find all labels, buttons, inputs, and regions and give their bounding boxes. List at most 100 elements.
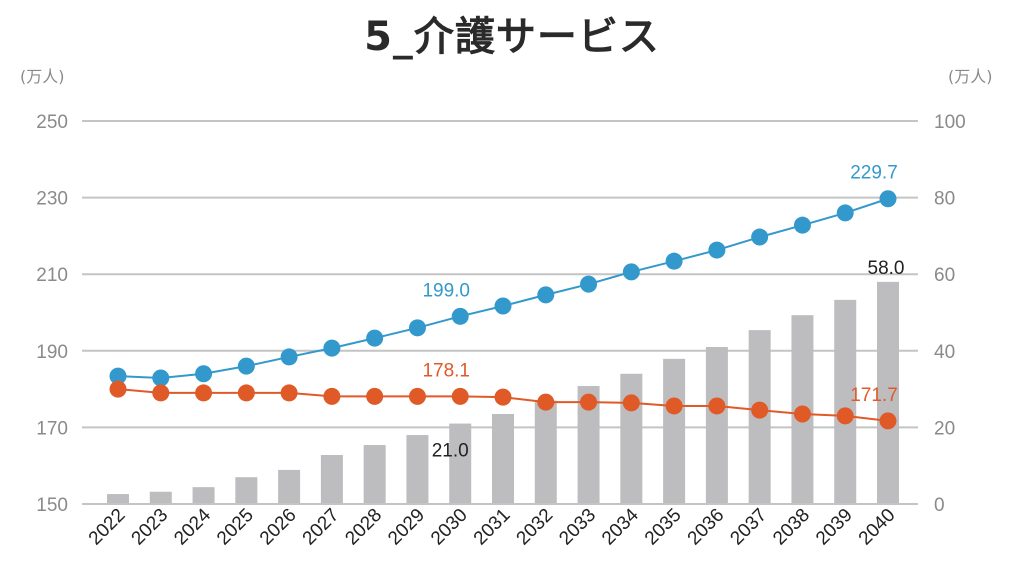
bar	[449, 423, 472, 503]
orange-line-point	[793, 405, 811, 423]
left-tick-label: 230	[36, 189, 68, 210]
right-y-axis: 0 20 40 60 80 100	[934, 112, 966, 516]
bar	[320, 454, 343, 503]
left-tick-label: 210	[36, 265, 68, 286]
right-tick-label: 0	[934, 495, 945, 516]
blue-line-point	[451, 307, 469, 325]
bar	[534, 400, 557, 503]
orange-line-point	[751, 401, 769, 419]
right-axis-unit: (万人)	[948, 67, 993, 86]
bar	[877, 281, 899, 503]
bar	[834, 299, 857, 503]
x-tick-label: 2032	[513, 505, 558, 550]
x-tick-label: 2033	[555, 505, 600, 550]
bar	[149, 491, 172, 503]
x-tick-label: 2034	[598, 504, 643, 549]
orange-line-point	[280, 384, 298, 402]
orange-line-point	[494, 388, 512, 406]
x-tick-label: 2025	[213, 505, 258, 550]
orange-line-point	[152, 384, 170, 402]
left-tick-label: 170	[36, 418, 68, 439]
bar-series	[107, 281, 899, 503]
orange-line-point	[323, 387, 341, 405]
right-tick-label: 80	[934, 189, 955, 210]
orange-line-point	[451, 387, 469, 405]
x-tick-label: 2035	[641, 505, 686, 550]
x-tick-label: 2036	[684, 505, 729, 550]
x-tick-label: 2038	[769, 505, 814, 550]
orange-line-data-label: 171.7	[850, 385, 898, 406]
blue-line-point	[152, 369, 170, 387]
orange-line-point	[408, 387, 426, 405]
x-axis: 2022202320242025202620272028202920302031…	[85, 504, 900, 549]
blue-line-point	[195, 365, 213, 383]
bar-data-label: 58.0	[868, 258, 905, 279]
x-tick-label: 2040	[855, 505, 900, 550]
bar-data-label: 21.0	[432, 441, 469, 462]
bar	[406, 435, 429, 503]
blue-line-point	[751, 228, 769, 246]
right-tick-label: 100	[934, 112, 966, 133]
x-tick-label: 2024	[170, 504, 215, 549]
blue-line-point	[366, 329, 384, 347]
bar	[278, 469, 301, 503]
bar	[363, 445, 386, 503]
x-tick-label: 2031	[470, 505, 515, 550]
bar	[235, 477, 258, 503]
x-tick-label: 2029	[384, 505, 429, 550]
blue-line-point	[537, 286, 555, 304]
blue-line-point	[580, 275, 598, 293]
orange-line-point	[237, 384, 255, 402]
right-tick-label: 20	[934, 418, 955, 439]
x-tick-label: 2037	[726, 505, 771, 550]
orange-line-point	[366, 387, 384, 405]
x-tick-label: 2023	[128, 505, 173, 550]
blue-line-point	[323, 339, 341, 357]
data-labels: 21.0 58.0 199.0 229.7 178.1 171.7	[422, 163, 904, 462]
blue-line-point	[665, 252, 683, 270]
blue-line-data-label: 229.7	[850, 163, 898, 184]
left-tick-label: 150	[36, 495, 68, 516]
x-tick-label: 2022	[85, 505, 130, 550]
line-series	[109, 190, 897, 430]
left-axis-unit: (万人)	[20, 67, 65, 86]
blue-line-point	[708, 241, 726, 259]
orange-line-point	[195, 384, 213, 402]
blue-line-point	[836, 204, 854, 222]
left-tick-label: 250	[36, 112, 68, 133]
right-tick-label: 40	[934, 342, 955, 363]
bar	[492, 413, 514, 503]
blue-line-point	[793, 216, 811, 234]
bar	[620, 373, 643, 503]
x-tick-label: 2039	[812, 505, 857, 550]
orange-line-point	[109, 380, 127, 398]
blue-line-point	[237, 357, 255, 375]
left-tick-label: 190	[36, 342, 68, 363]
x-tick-label: 2030	[427, 505, 472, 550]
blue-line-point	[879, 190, 897, 208]
orange-line-point	[708, 397, 726, 415]
bar	[107, 494, 129, 503]
blue-line-point	[494, 297, 512, 315]
right-tick-label: 60	[934, 265, 955, 286]
orange-line-point	[622, 394, 640, 412]
orange-line-point	[580, 393, 598, 411]
x-tick-label: 2028	[341, 505, 386, 550]
x-tick-label: 2027	[299, 505, 344, 550]
orange-line-point	[665, 397, 683, 415]
bar	[663, 358, 686, 503]
x-tick-label: 2026	[256, 505, 301, 550]
orange-line-point	[836, 407, 854, 425]
blue-line-point	[280, 348, 298, 366]
blue-line-point	[622, 263, 640, 281]
orange-line-data-label: 178.1	[422, 360, 470, 381]
blue-line-data-label: 199.0	[422, 280, 470, 301]
blue-line-point	[408, 319, 426, 337]
orange-line-point	[879, 412, 897, 430]
orange-line-point	[537, 393, 555, 411]
bar	[577, 386, 600, 503]
chart-title: 5_介護サービス	[364, 14, 660, 60]
blue-line-point	[109, 367, 127, 385]
bar	[705, 346, 728, 503]
